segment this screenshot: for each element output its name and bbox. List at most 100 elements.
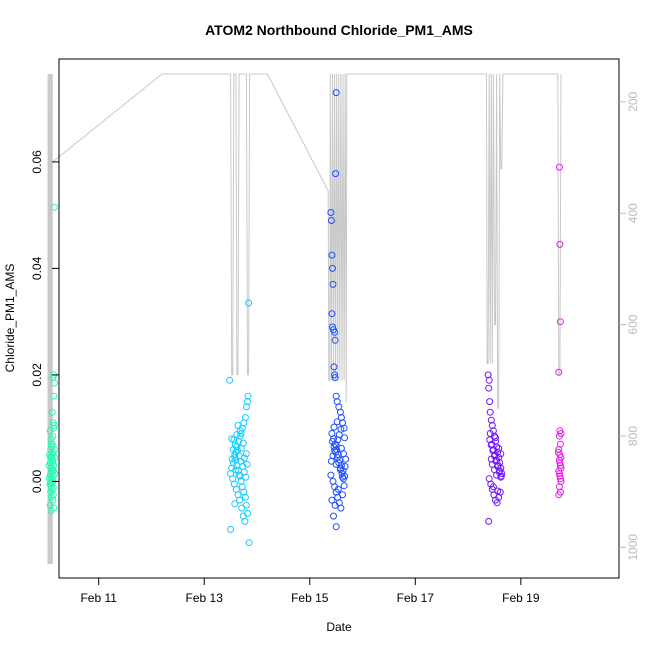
overlay-line <box>47 73 562 565</box>
y-tick-label: 0.06 <box>30 150 44 174</box>
x-tick-label: Feb 17 <box>397 591 435 605</box>
data-point <box>241 517 249 525</box>
data-point <box>340 475 347 483</box>
data-point <box>245 539 253 547</box>
data-point <box>242 403 250 411</box>
data-point <box>556 318 564 326</box>
data-point <box>49 419 57 427</box>
x-tick-label: Feb 19 <box>502 591 540 605</box>
data-point <box>236 496 244 504</box>
right-y-tick-label: 600 <box>626 314 640 334</box>
series-1 <box>226 299 253 547</box>
x-axis: Feb 11 Feb 13 Feb 15 Feb 17 Feb 19 <box>80 578 540 605</box>
data-point <box>331 374 339 382</box>
x-axis-label: Date <box>326 620 352 634</box>
y-tick-label: 0.02 <box>30 363 44 387</box>
data-point <box>235 471 243 479</box>
data-point <box>330 363 338 371</box>
data-point <box>330 512 337 520</box>
data-point <box>337 444 345 452</box>
data-point <box>244 392 252 400</box>
data-point <box>232 466 240 474</box>
data-point <box>49 432 57 440</box>
data-point <box>50 424 58 432</box>
data-point <box>238 504 246 512</box>
data-point <box>329 264 336 272</box>
chart-title: ATOM2 Northbound Chloride_PM1_AMS <box>205 22 473 38</box>
data-point <box>337 425 345 433</box>
x-tick-label: Feb 11 <box>80 591 117 605</box>
data-point <box>228 455 236 463</box>
data-point <box>50 203 58 211</box>
right-y-tick-label: 800 <box>626 426 640 446</box>
data-point <box>328 251 336 259</box>
data-point <box>331 501 339 509</box>
data-point <box>49 467 57 475</box>
data-point <box>336 408 344 416</box>
data-point <box>486 408 494 416</box>
data-point <box>47 454 55 461</box>
data-point <box>339 473 346 481</box>
data-point <box>555 446 563 453</box>
series-2 <box>327 89 350 531</box>
data-point <box>487 455 495 463</box>
data-point <box>227 525 235 533</box>
data-point <box>493 471 501 479</box>
data-point <box>328 496 336 504</box>
data-point <box>486 398 494 406</box>
data-point <box>48 443 56 451</box>
data-point <box>554 448 562 456</box>
data-point <box>556 472 564 480</box>
data-point <box>242 450 250 458</box>
data-point <box>46 472 54 480</box>
data-point <box>331 371 339 379</box>
data-point <box>555 163 563 171</box>
y-tick-label: 0.04 <box>30 256 44 280</box>
data-point <box>485 376 493 384</box>
data-point <box>555 491 563 499</box>
data-point <box>334 485 342 493</box>
x-tick-label: Feb 13 <box>186 591 224 605</box>
right-y-tick-label: 1000 <box>626 534 640 561</box>
right-y-tick-label: 400 <box>626 203 640 223</box>
data-point <box>497 450 505 458</box>
data-point <box>333 418 341 426</box>
data-point <box>492 434 499 442</box>
data-point <box>241 493 249 501</box>
data-point <box>340 424 348 432</box>
data-point <box>337 504 345 512</box>
data-point <box>494 487 502 495</box>
data-point <box>555 470 563 477</box>
data-point <box>556 240 564 248</box>
data-point <box>331 328 339 336</box>
data-point <box>488 422 496 429</box>
data-point <box>555 483 563 491</box>
data-point <box>46 475 54 483</box>
data-point <box>485 384 493 392</box>
data-point <box>245 299 253 307</box>
series-4 <box>554 163 565 499</box>
y-axis: 0.00 0.02 0.04 0.06 <box>30 150 59 493</box>
data-point <box>327 209 335 216</box>
data-point <box>50 454 58 461</box>
x-tick-label: Feb 15 <box>291 591 329 605</box>
data-point <box>330 423 338 431</box>
data-point <box>328 310 336 318</box>
data-point <box>327 471 335 479</box>
data-point <box>50 392 58 400</box>
data-point <box>332 523 340 531</box>
data-point <box>244 398 251 406</box>
data-point <box>239 439 247 447</box>
data-point <box>487 416 495 424</box>
y-tick-label: 0.00 <box>30 469 44 493</box>
data-point <box>226 376 234 384</box>
data-point <box>48 450 56 458</box>
data-point <box>49 496 57 504</box>
series-3 <box>484 371 506 525</box>
data-point <box>336 466 344 474</box>
data-point <box>339 491 346 499</box>
data-point <box>47 440 55 448</box>
data-point <box>331 336 339 344</box>
data-point <box>556 459 564 467</box>
y-axis-right: 200 400 600 800 1000 <box>619 92 640 561</box>
